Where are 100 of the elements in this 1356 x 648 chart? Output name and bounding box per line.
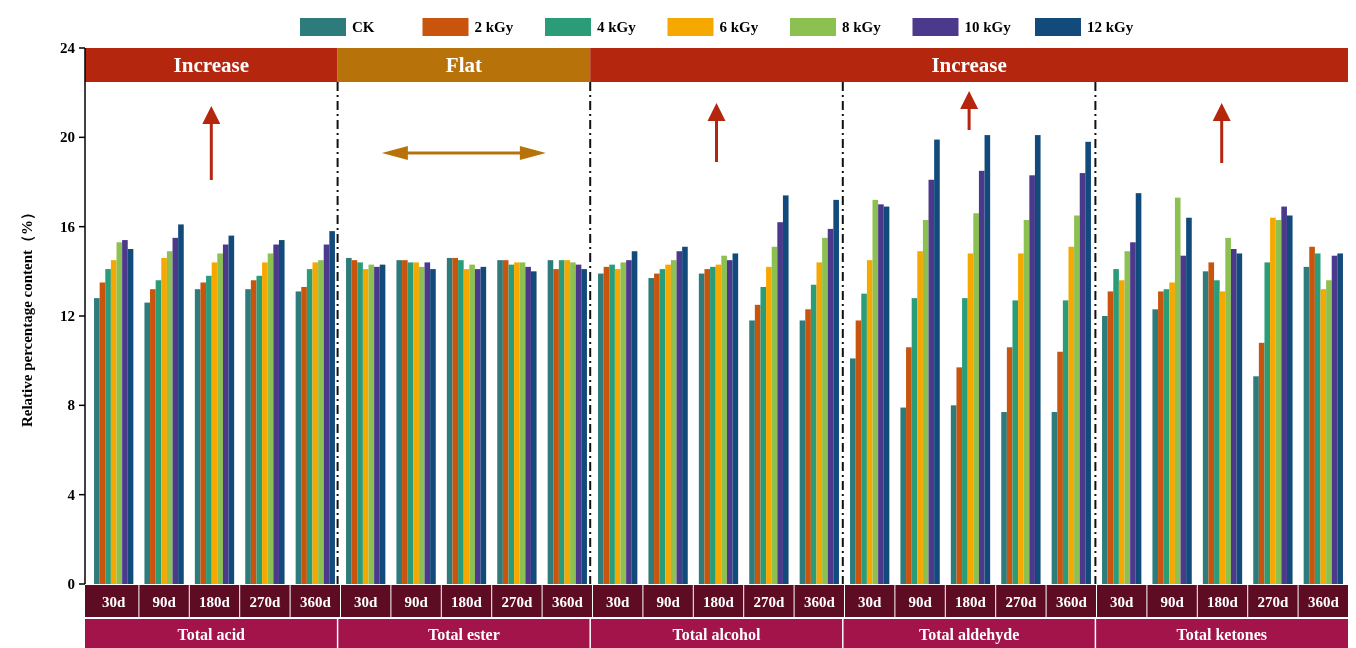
bar: [1326, 280, 1332, 584]
x-tick-label: 270d: [501, 594, 533, 610]
y-tick-label: 16: [60, 218, 76, 235]
x-tick-label: 90d: [1160, 594, 1185, 610]
bar: [598, 273, 604, 584]
bar: [1158, 291, 1164, 584]
bar: [609, 264, 615, 584]
legend-label: 6 kGy: [719, 19, 759, 35]
x-tick-label: 270d: [753, 594, 785, 610]
bar: [1270, 217, 1276, 584]
legend-label: 8 kGy: [842, 19, 882, 35]
bar: [581, 269, 587, 584]
x-tick-label: 270d: [1257, 594, 1289, 610]
bar: [200, 282, 207, 584]
bar: [1018, 253, 1024, 584]
bar: [878, 204, 884, 584]
bar: [362, 269, 369, 584]
x-tick-label: 360d: [299, 594, 332, 610]
bar: [816, 262, 823, 584]
bar: [396, 260, 403, 584]
y-tick-label: 4: [67, 486, 76, 503]
bar: [110, 260, 117, 584]
bar: [777, 222, 783, 584]
bar: [413, 262, 419, 584]
legend-label: 12 kGy: [1087, 19, 1134, 35]
bar: [497, 260, 503, 584]
bar: [973, 213, 979, 584]
bar: [508, 264, 515, 584]
x-tick-label: 360d: [551, 594, 584, 610]
y-tick-label: 0: [67, 576, 75, 592]
bar: [934, 139, 940, 584]
bar: [329, 231, 335, 584]
bar: [1208, 262, 1215, 584]
x-tick-label: 180d: [1207, 594, 1239, 610]
bar: [262, 262, 268, 584]
bar: [906, 347, 912, 584]
bar: [1152, 309, 1159, 584]
bar: [357, 262, 363, 584]
bar: [418, 266, 425, 584]
bar: [1068, 246, 1075, 584]
bar: [1264, 262, 1271, 584]
bar: [1225, 237, 1231, 584]
bar: [654, 273, 660, 584]
x-tick-label: 180d: [451, 594, 483, 610]
x-tick-label: 30d: [1110, 594, 1135, 610]
bar: [1253, 376, 1259, 584]
bar: [1286, 215, 1293, 584]
legend-label: CK: [352, 19, 375, 35]
x-tick-label: 360d: [1307, 594, 1340, 610]
bar: [525, 266, 531, 584]
bar: [1085, 141, 1091, 584]
bar: [166, 251, 173, 584]
bar: [161, 257, 167, 584]
bar: [1118, 280, 1125, 584]
bar: [1320, 289, 1327, 584]
bar: [245, 289, 251, 584]
bar: [956, 367, 963, 584]
x-tick-label: 360d: [803, 594, 836, 610]
bar: [726, 260, 733, 584]
y-tick-label: 8: [67, 397, 75, 414]
bar: [150, 289, 156, 584]
bar: [469, 264, 475, 584]
bar: [256, 275, 263, 584]
x-tick-label: 270d: [1005, 594, 1037, 610]
bar: [1029, 175, 1035, 584]
x-tick-label: 30d: [354, 594, 379, 610]
bar: [94, 298, 100, 584]
x-tick-label: 180d: [199, 594, 231, 610]
bar: [217, 253, 223, 584]
bar: [760, 286, 767, 584]
x-tick-label: 90d: [908, 594, 933, 610]
x-tick-label: 90d: [404, 594, 429, 610]
x-tick-label: 270d: [249, 594, 281, 610]
bar: [402, 260, 408, 584]
bar: [564, 260, 571, 584]
bar: [962, 298, 968, 584]
bar: [866, 260, 873, 584]
bar: [1281, 206, 1287, 584]
bar: [1230, 249, 1237, 584]
bar: [1309, 246, 1315, 584]
bar: [530, 271, 537, 584]
bar: [917, 251, 923, 584]
bar: [1057, 351, 1063, 584]
bar: [805, 309, 811, 584]
bar: [144, 302, 151, 584]
bar: [721, 255, 727, 584]
bar: [1186, 217, 1192, 584]
bar: [749, 320, 755, 584]
bar: [1169, 282, 1175, 584]
x-tick-label: 30d: [858, 594, 883, 610]
bar: [614, 269, 621, 584]
bar: [1337, 253, 1343, 584]
bar: [374, 266, 380, 584]
legend-label: 10 kGy: [964, 19, 1012, 35]
text: Total ester: [427, 626, 500, 643]
bar: [1001, 412, 1007, 584]
text: Total acid: [177, 626, 246, 643]
header-banner: Flat: [337, 48, 591, 82]
x-tick-label: 180d: [955, 594, 987, 610]
annotation: Flat: [445, 53, 482, 77]
